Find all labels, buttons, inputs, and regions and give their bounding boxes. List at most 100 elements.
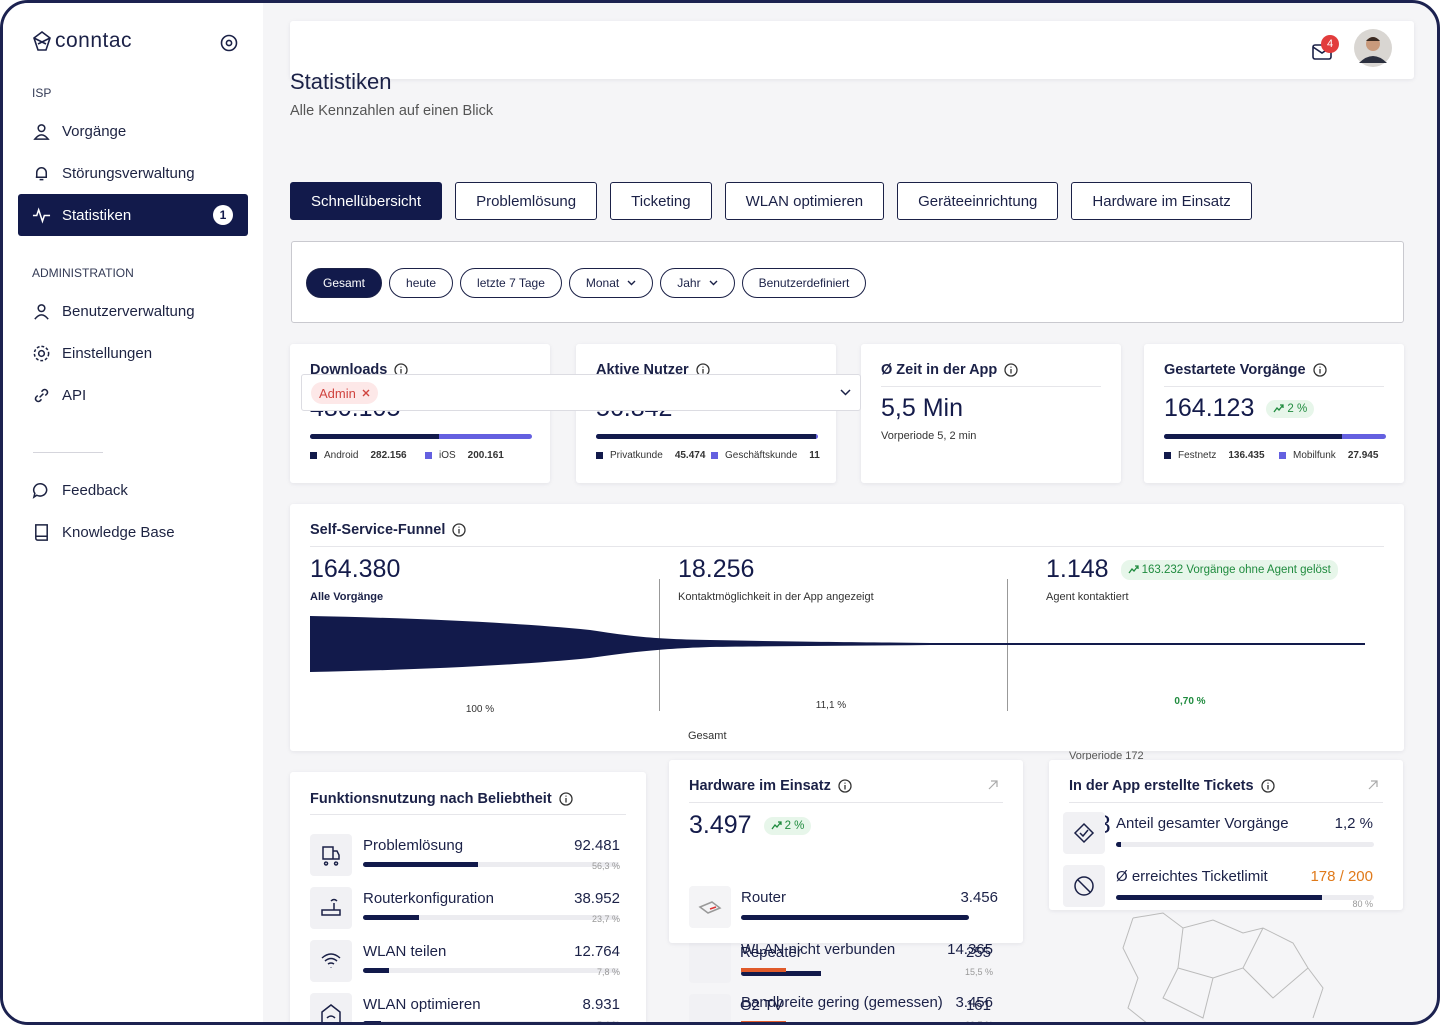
ticket-icon — [1063, 812, 1105, 854]
funnel-shape — [310, 616, 1365, 672]
nav-item[interactable]: Feedback — [18, 469, 248, 511]
avatar[interactable] — [1354, 29, 1392, 67]
nav-icon — [33, 123, 50, 140]
hardware-value: 3.497 — [689, 811, 752, 839]
remove-icon[interactable] — [362, 389, 370, 397]
legend-value: 282.156 — [370, 450, 407, 461]
ticket-label: Anteil gesamter Vorgänge — [1116, 815, 1289, 832]
nav-icon — [32, 206, 51, 224]
info-icon[interactable] — [1312, 363, 1327, 377]
sidebar-divider — [33, 452, 103, 453]
feature-icon — [310, 940, 352, 982]
issue-icon — [689, 994, 731, 1022]
stage-value: 1.148 — [1046, 555, 1109, 583]
kpi-card: Ø Zeit in der App 5,5 Min Vorperiode 5, 2 … — [861, 344, 1121, 483]
filter-pill[interactable]: Jahr — [660, 268, 735, 298]
feature-label: WLAN teilen — [363, 943, 447, 960]
filter-pill[interactable]: heute — [389, 268, 454, 298]
kpi-bar-fill — [596, 434, 816, 439]
legend-label: Privatkunde — [610, 450, 663, 461]
hardware-value: 255 — [965, 944, 991, 961]
info-icon[interactable] — [559, 792, 573, 806]
dropdown-chevron[interactable] — [840, 389, 851, 396]
nav-item[interactable]: Knowledge Base — [18, 511, 248, 553]
legend-item: Geschäftskunde 11 — [711, 450, 820, 461]
legend-value: 200.161 — [467, 450, 504, 461]
legend-value: 11 — [809, 450, 820, 461]
info-icon[interactable] — [1004, 363, 1018, 377]
nav-item[interactable]: API — [18, 374, 248, 416]
nav-item[interactable]: Störungsverwaltung — [18, 152, 248, 194]
feature-bar-fill — [363, 862, 479, 867]
legend-label: Festnetz — [1178, 450, 1217, 461]
hardware-bar-fill — [741, 915, 969, 920]
expand-icon[interactable] — [988, 780, 998, 790]
filter-pills: Gesamt heute letzte 7 Tage Monat Jahr Benutze… — [306, 268, 867, 298]
legend-swatch — [711, 452, 718, 459]
legend-swatch — [1164, 452, 1171, 459]
feature-pct: 5,4 % — [596, 1020, 620, 1025]
nav-item[interactable]: Vorgänge — [18, 110, 248, 152]
kpi-note: Vorperiode 5, 2 min — [881, 430, 977, 442]
stage-pct: 100 % — [465, 704, 495, 715]
expand-icon[interactable] — [1368, 780, 1378, 790]
page-subtitle: Alle Kennzahlen auf einen Blick — [290, 103, 494, 119]
legend-value: 136.435 — [1228, 450, 1265, 461]
feature-value: 12.764 — [574, 943, 620, 960]
stage-label: Alle Vorgänge — [310, 591, 384, 603]
tab[interactable]: Ticketing — [610, 182, 712, 220]
funnel-title: Self-Service-Funnel — [310, 522, 467, 538]
nav-label: Benutzerverwaltung — [62, 302, 195, 320]
trend-badge: 2 % — [1266, 399, 1315, 418]
nav-icon — [32, 482, 48, 499]
nav-item[interactable]: Einstellungen — [18, 332, 248, 374]
info-icon[interactable] — [838, 779, 852, 793]
filter-pill[interactable]: Monat — [568, 268, 654, 298]
filter-pill[interactable]: letzte 7 Tage — [460, 268, 562, 298]
legend-label: iOS — [439, 450, 456, 461]
feature-label: Problemlösung — [363, 837, 464, 854]
icon — [1073, 822, 1095, 844]
user-filter-dropdown[interactable]: Admin — [301, 374, 861, 411]
hardware-title: Hardware im Einsatz — [689, 778, 852, 794]
feature-label: WLAN optimieren — [363, 996, 481, 1013]
nav-item[interactable]: Statistiken 1 — [18, 194, 248, 236]
filter-tag[interactable]: Admin — [311, 382, 378, 404]
hardware-label: Repeater — [740, 944, 802, 961]
filter-pill[interactable]: Gesamt — [306, 268, 383, 298]
brand-name: conntac — [55, 29, 133, 52]
tab[interactable]: WLAN optimieren — [724, 182, 885, 220]
kpi-title: Gestartete Vorgänge — [1164, 362, 1327, 378]
header-bar: 4 — [290, 21, 1414, 79]
nav-item[interactable]: Benutzerverwaltung — [18, 290, 248, 332]
tab[interactable]: Problemlösung — [455, 182, 598, 220]
tab[interactable]: Hardware im Einsatz — [1071, 182, 1252, 220]
nav-label: Störungsverwaltung — [62, 164, 195, 182]
trend-badge: 2 % — [763, 816, 812, 835]
info-icon[interactable] — [1260, 779, 1275, 793]
filter-label: Monat — [585, 276, 620, 290]
filter-label: heute — [406, 276, 437, 290]
tab[interactable]: Geräteeinrichtung — [897, 182, 1059, 220]
feature-icon — [310, 834, 352, 876]
kpi-value: 164.123 — [1164, 394, 1255, 422]
settings-button[interactable] — [220, 34, 238, 52]
issue-icon — [689, 941, 731, 983]
kpi-title-text: Gestartete Vorgänge — [1164, 362, 1306, 378]
stage-value: 18.256 — [678, 555, 755, 583]
hardware-bar — [741, 968, 786, 972]
legend-swatch — [596, 452, 603, 459]
filter-pill[interactable]: Benutzerdefiniert — [741, 268, 867, 298]
feature-bar — [363, 915, 619, 920]
trend-value: 2 % — [1287, 402, 1308, 415]
tab[interactable]: Schnellübersicht — [290, 182, 443, 220]
chevron — [709, 280, 718, 286]
stage-value-row: 18.256 — [678, 555, 754, 584]
brand-logo — [33, 31, 51, 51]
nav-label: Feedback — [62, 481, 128, 499]
feature-value: 92.481 — [574, 837, 620, 854]
hardware-title-text: Hardware im Einsatz — [689, 778, 831, 794]
info-icon[interactable] — [452, 523, 467, 537]
